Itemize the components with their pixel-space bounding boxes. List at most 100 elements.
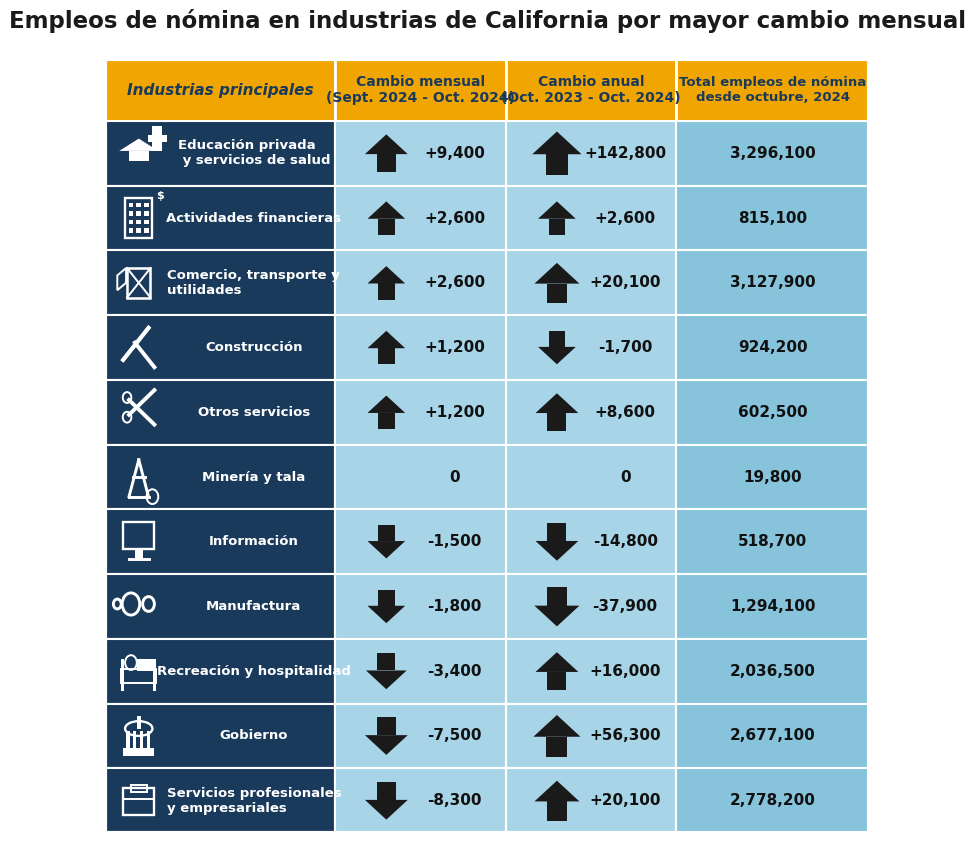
- Bar: [136, 211, 141, 215]
- Polygon shape: [535, 541, 578, 561]
- Bar: [547, 586, 566, 606]
- Bar: [335, 639, 506, 704]
- Text: +2,600: +2,600: [595, 210, 656, 225]
- Bar: [105, 510, 335, 574]
- Bar: [105, 380, 335, 445]
- Text: Cambio anual
(Oct. 2023 - Oct. 2024): Cambio anual (Oct. 2023 - Oct. 2024): [501, 75, 681, 105]
- Bar: [127, 268, 150, 298]
- Bar: [677, 639, 869, 704]
- Bar: [506, 510, 677, 574]
- Polygon shape: [365, 800, 408, 820]
- Bar: [506, 380, 677, 445]
- Text: Cambio mensual
(Sept. 2024 - Oct. 2024): Cambio mensual (Sept. 2024 - Oct. 2024): [326, 75, 515, 105]
- Bar: [140, 731, 143, 748]
- Bar: [121, 669, 156, 684]
- Polygon shape: [365, 135, 408, 154]
- Polygon shape: [368, 395, 406, 413]
- Bar: [127, 731, 130, 748]
- Text: +8,600: +8,600: [595, 405, 655, 420]
- Text: +20,100: +20,100: [590, 275, 661, 290]
- Bar: [105, 59, 335, 121]
- Text: -1,800: -1,800: [427, 599, 482, 614]
- Bar: [123, 748, 154, 755]
- Bar: [677, 510, 869, 574]
- Bar: [335, 510, 506, 574]
- Text: 518,700: 518,700: [738, 534, 807, 549]
- Polygon shape: [533, 715, 580, 737]
- Bar: [129, 203, 134, 207]
- Bar: [123, 522, 154, 549]
- Text: Minería y tala: Minería y tala: [202, 470, 305, 484]
- Text: Comercio, transporte y
utilidades: Comercio, transporte y utilidades: [168, 269, 340, 297]
- Text: -1,700: -1,700: [598, 340, 652, 355]
- Bar: [335, 704, 506, 769]
- Text: +2,600: +2,600: [424, 275, 486, 290]
- Text: 815,100: 815,100: [738, 210, 807, 225]
- Bar: [378, 348, 395, 364]
- Polygon shape: [535, 394, 578, 413]
- Bar: [129, 229, 134, 233]
- Polygon shape: [538, 201, 576, 219]
- Bar: [129, 151, 148, 161]
- Text: Total empleos de nómina
desde octubre, 2024: Total empleos de nómina desde octubre, 2…: [680, 76, 867, 104]
- Bar: [136, 659, 154, 671]
- Text: Industrias principales: Industrias principales: [127, 82, 313, 98]
- Bar: [335, 59, 506, 121]
- Bar: [506, 59, 677, 121]
- Bar: [105, 315, 335, 380]
- Bar: [125, 198, 152, 238]
- Bar: [136, 220, 141, 225]
- Polygon shape: [368, 266, 406, 283]
- Polygon shape: [534, 606, 579, 627]
- Bar: [136, 203, 141, 207]
- Bar: [677, 704, 869, 769]
- Bar: [506, 574, 677, 639]
- Bar: [144, 229, 149, 233]
- Bar: [549, 219, 566, 235]
- Text: 3,296,100: 3,296,100: [730, 145, 816, 161]
- Text: Otros servicios: Otros servicios: [198, 405, 310, 419]
- Bar: [378, 219, 395, 235]
- Bar: [378, 525, 395, 541]
- Polygon shape: [535, 652, 578, 672]
- Bar: [506, 315, 677, 380]
- Text: Construcción: Construcción: [205, 341, 302, 354]
- Bar: [136, 229, 141, 233]
- Text: +16,000: +16,000: [590, 664, 661, 679]
- Bar: [506, 639, 677, 704]
- Bar: [335, 121, 506, 186]
- Bar: [105, 251, 335, 315]
- Text: 0: 0: [449, 469, 460, 484]
- Bar: [506, 704, 677, 769]
- Bar: [376, 781, 396, 800]
- Bar: [105, 639, 335, 704]
- Bar: [335, 315, 506, 380]
- Bar: [144, 220, 149, 225]
- Text: -3,400: -3,400: [427, 664, 482, 679]
- Bar: [335, 380, 506, 445]
- Text: +1,200: +1,200: [424, 405, 485, 420]
- Bar: [335, 574, 506, 639]
- Bar: [131, 785, 146, 792]
- Text: $: $: [156, 191, 164, 201]
- Bar: [105, 769, 335, 833]
- Text: Educación privada
 y servicios de salud: Educación privada y servicios de salud: [177, 140, 331, 167]
- Polygon shape: [119, 139, 158, 151]
- Bar: [677, 445, 869, 510]
- Text: 0: 0: [620, 469, 631, 484]
- Text: 1,294,100: 1,294,100: [730, 599, 815, 614]
- Bar: [144, 203, 149, 207]
- Bar: [547, 283, 566, 303]
- Bar: [547, 523, 566, 541]
- Bar: [378, 283, 395, 299]
- Bar: [152, 126, 162, 151]
- Bar: [134, 731, 137, 748]
- Polygon shape: [532, 131, 581, 154]
- Bar: [506, 445, 677, 510]
- Text: +142,800: +142,800: [584, 145, 666, 161]
- Text: 2,778,200: 2,778,200: [730, 793, 816, 808]
- Text: Manufactura: Manufactura: [206, 600, 301, 613]
- Bar: [153, 659, 156, 690]
- Bar: [377, 653, 396, 670]
- Text: +9,400: +9,400: [424, 145, 485, 161]
